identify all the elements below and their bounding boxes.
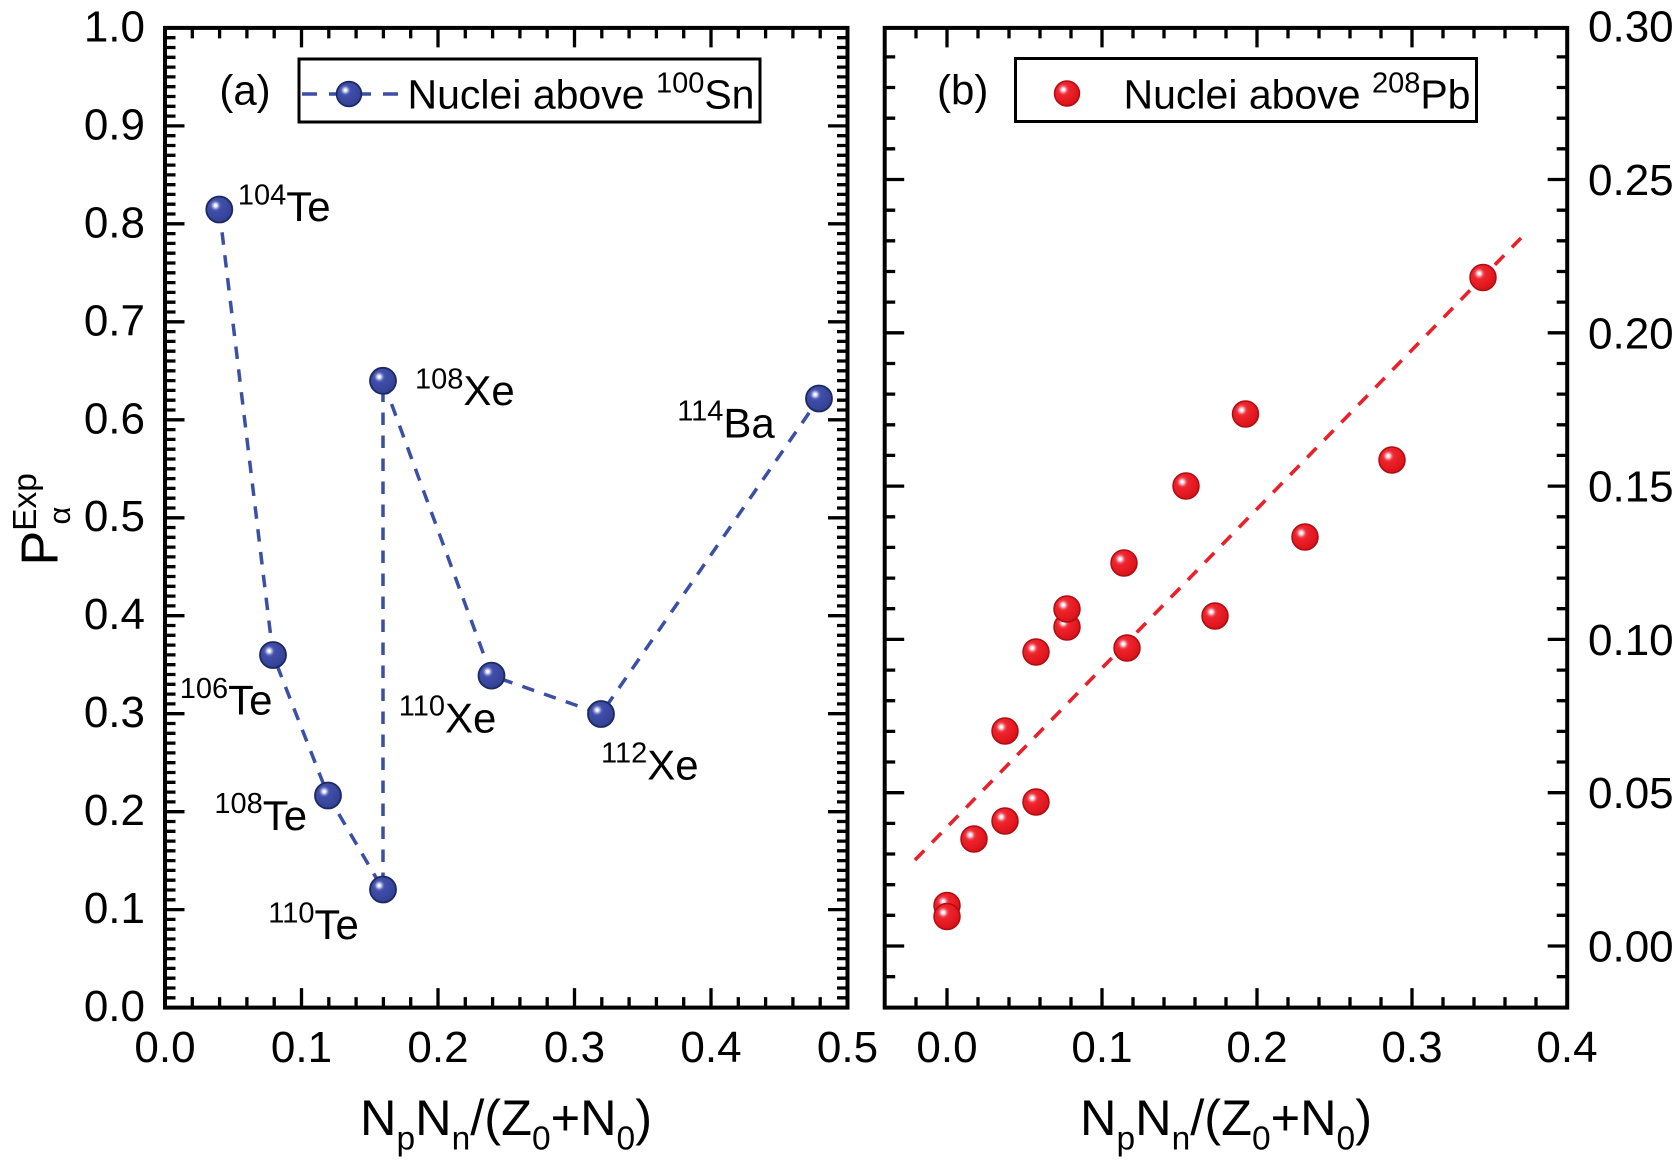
svg-text:110Xe: 110Xe bbox=[399, 691, 497, 742]
svg-text:(a): (a) bbox=[219, 67, 270, 114]
svg-text:112Xe: 112Xe bbox=[601, 738, 699, 789]
svg-text:0.4: 0.4 bbox=[680, 1023, 741, 1072]
svg-text:106Te: 106Te bbox=[180, 673, 273, 724]
svg-text:0.7: 0.7 bbox=[84, 296, 145, 345]
svg-text:0.3: 0.3 bbox=[1381, 1023, 1442, 1072]
svg-text:0.4: 0.4 bbox=[1536, 1023, 1597, 1072]
svg-text:0.9: 0.9 bbox=[84, 100, 145, 149]
svg-text:0.2: 0.2 bbox=[407, 1023, 468, 1072]
svg-text:0.25: 0.25 bbox=[1588, 156, 1673, 205]
svg-text:0.20: 0.20 bbox=[1588, 309, 1673, 358]
svg-text:0.5: 0.5 bbox=[84, 492, 145, 541]
svg-text:114Ba: 114Ba bbox=[677, 396, 775, 447]
svg-text:104Te: 104Te bbox=[238, 179, 331, 230]
svg-text:0.00: 0.00 bbox=[1588, 923, 1673, 972]
svg-text:0.10: 0.10 bbox=[1588, 616, 1673, 665]
svg-text:0.3: 0.3 bbox=[544, 1023, 605, 1072]
svg-text:0.4: 0.4 bbox=[84, 590, 145, 639]
svg-text:0.2: 0.2 bbox=[1226, 1023, 1287, 1072]
svg-text:108Xe: 108Xe bbox=[415, 363, 515, 414]
svg-text:110Te: 110Te bbox=[268, 897, 359, 948]
svg-text:0.3: 0.3 bbox=[84, 688, 145, 737]
svg-text:0.30: 0.30 bbox=[1588, 3, 1673, 52]
svg-text:0.0: 0.0 bbox=[134, 1023, 195, 1072]
svg-text:0.8: 0.8 bbox=[84, 198, 145, 247]
svg-text:0.1: 0.1 bbox=[271, 1023, 332, 1072]
svg-text:0.5: 0.5 bbox=[817, 1023, 878, 1072]
svg-text:(b): (b) bbox=[937, 67, 988, 114]
svg-text:0.0: 0.0 bbox=[84, 982, 145, 1031]
svg-text:0.0: 0.0 bbox=[916, 1023, 977, 1072]
svg-text:0.2: 0.2 bbox=[84, 786, 145, 835]
svg-text:0.05: 0.05 bbox=[1588, 769, 1673, 818]
svg-text:0.6: 0.6 bbox=[84, 394, 145, 443]
svg-text:0.15: 0.15 bbox=[1588, 463, 1673, 512]
svg-text:108Te: 108Te bbox=[214, 788, 307, 839]
svg-text:0.1: 0.1 bbox=[1071, 1023, 1132, 1072]
svg-text:1.0: 1.0 bbox=[84, 2, 145, 51]
svg-text:0.1: 0.1 bbox=[84, 884, 145, 933]
